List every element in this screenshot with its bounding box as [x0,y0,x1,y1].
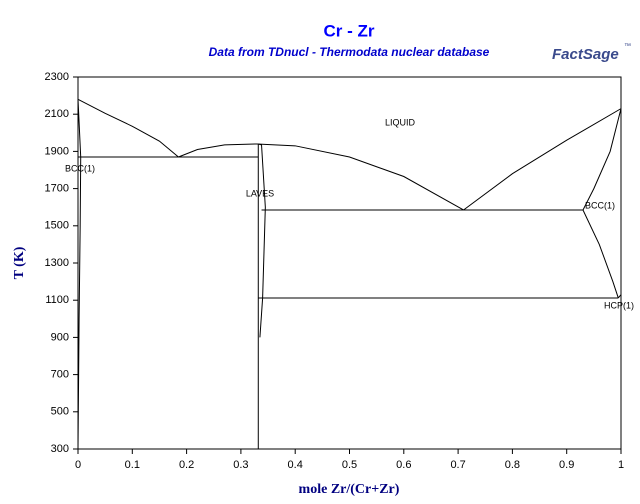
y-tick-label: 1100 [45,294,69,306]
y-tick-label: 900 [51,331,69,343]
phase-boundary [258,143,266,338]
y-tick-label: 1300 [45,257,69,269]
y-tick-label: 2300 [45,71,69,83]
x-tick-label: 0 [75,459,81,471]
y-tick-label: 700 [51,369,69,381]
chart-subtitle: Data from TDnucl - Thermodata nuclear da… [209,45,490,59]
x-tick-label: 0.6 [396,459,411,471]
phase-label: LIQUID [385,117,416,127]
phase-boundary [178,143,464,211]
x-tick-label: 0.9 [559,459,574,471]
phase-label: BCC(1) [585,200,615,210]
plot-frame [77,76,622,450]
y-tick-label: 2100 [45,108,69,120]
phase-boundary [463,108,622,211]
phase-boundary [582,108,622,211]
x-tick-label: 1 [618,459,624,471]
x-tick-label: 0.2 [179,459,194,471]
x-tick-label: 0.3 [233,459,248,471]
y-tick-label: 1700 [45,183,69,195]
x-tick-label: 0.8 [505,459,520,471]
logo: FactSage [552,46,619,63]
chart-title: Cr - Zr [324,21,375,40]
x-tick-label: 0.4 [288,459,303,471]
phase-label: HCP(1) [604,300,634,310]
logo-mark: ™ [624,43,631,50]
y-tick-label: 1900 [45,145,69,157]
x-axis-label: mole Zr/(Cr+Zr) [299,482,400,497]
phase-boundary [77,99,82,450]
phase-label: LAVES [246,188,274,198]
phase-label: BCC(1) [65,163,95,173]
x-tick-label: 0.5 [342,459,357,471]
x-tick-label: 0.1 [125,459,140,471]
phase-boundary [582,209,619,299]
y-tick-label: 1500 [45,220,69,232]
y-tick-label: 300 [51,443,69,455]
phase-boundary [77,98,179,158]
y-axis-label: T (K) [12,246,27,279]
phase-boundary [617,293,622,356]
y-tick-label: 500 [51,406,69,418]
x-tick-label: 0.7 [450,459,465,471]
